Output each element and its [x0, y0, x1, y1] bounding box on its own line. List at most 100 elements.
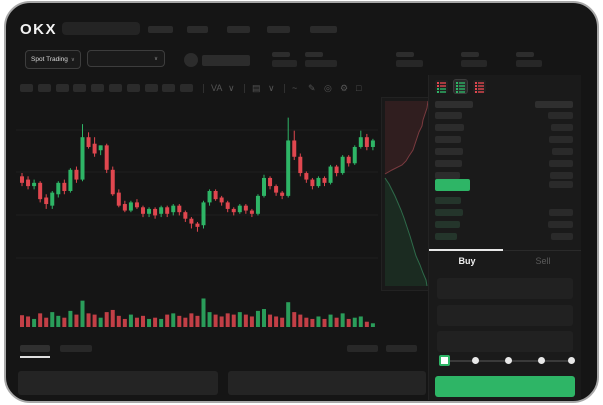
icon-line [459, 88, 465, 90]
buy-button[interactable] [435, 376, 575, 397]
chevron-down-icon[interactable]: ∨ [228, 83, 235, 93]
ask-price-4[interactable] [435, 160, 462, 167]
indicator-wave-icon[interactable]: ~ [292, 83, 298, 93]
bottom-action-1[interactable] [386, 345, 417, 352]
device-frame: OKX Spot Trading ∨ ∨ VA ∨ ▤ ∨ ~ ✎ ◎ ⚙ □ [4, 1, 599, 403]
okx-trading-app: OKX Spot Trading ∨ ∨ VA ∨ ▤ ∨ ~ ✎ ◎ ⚙ □ [6, 3, 597, 401]
interval-button-8[interactable] [162, 84, 176, 92]
interval-button-1[interactable] [37, 84, 51, 92]
icon-line [478, 88, 484, 90]
icon-dot [456, 85, 458, 87]
interval-button-3[interactable] [73, 84, 87, 92]
stat-label-4 [516, 52, 534, 57]
last-price-amount [549, 181, 573, 188]
icon-line [478, 82, 484, 84]
okx-logo: OKX [20, 21, 58, 38]
trade-panel: Buy Sell [428, 75, 581, 400]
icon-dot [456, 91, 458, 93]
bid-amount-3 [551, 233, 573, 240]
interval-button-2[interactable] [55, 84, 69, 92]
tab-sell[interactable]: Sell [535, 256, 551, 266]
interval-button-9[interactable] [180, 84, 194, 92]
draw-pencil-icon[interactable]: ✎ [308, 83, 316, 93]
ask-price-0[interactable] [435, 112, 462, 119]
fullscreen-icon[interactable]: □ [356, 83, 362, 93]
bottom-tab-indicator [20, 356, 50, 358]
stat-value-0 [272, 60, 297, 67]
candlestick-chart[interactable] [16, 105, 378, 290]
slider-stop-2[interactable] [505, 357, 512, 364]
stat-label-0 [272, 52, 290, 57]
divider [244, 84, 245, 93]
bid-price-3[interactable] [435, 233, 457, 240]
stat-label-1 [305, 52, 323, 57]
search-input[interactable] [62, 22, 140, 35]
total-input[interactable] [437, 331, 573, 352]
ask-amount-4 [549, 160, 573, 167]
orders-table-1 [228, 371, 426, 395]
icon-line [440, 91, 446, 93]
stat-label-2 [396, 52, 414, 57]
icon-dot [437, 88, 439, 90]
camera-icon[interactable]: ◎ [324, 83, 332, 93]
icon-dot [437, 85, 439, 87]
bottom-tab-1[interactable] [60, 345, 92, 352]
settings-gear-icon[interactable]: ⚙ [340, 83, 349, 93]
book-both-icon[interactable] [435, 80, 448, 93]
va-label: VA [211, 83, 223, 93]
last-price-bar[interactable] [435, 179, 470, 191]
ask-price-3[interactable] [435, 148, 463, 155]
depth-chart-panel [381, 97, 431, 291]
bid-price-1[interactable] [435, 209, 463, 216]
interval-button-4[interactable] [91, 84, 105, 92]
interval-button-5[interactable] [109, 84, 122, 92]
bid-amount-2 [548, 221, 573, 228]
bid-price-2[interactable] [435, 221, 460, 228]
book-asks-icon[interactable] [473, 80, 486, 93]
price-input[interactable] [437, 278, 573, 299]
ask-price-5[interactable] [435, 172, 460, 179]
ask-amount-3 [552, 148, 573, 155]
interval-button-7[interactable] [144, 84, 158, 92]
market-type-dropdown[interactable]: Spot Trading ∨ [25, 50, 81, 69]
nav-item-2[interactable] [227, 26, 250, 33]
bid-price-0[interactable] [435, 197, 461, 204]
nav-item-4[interactable] [310, 26, 337, 33]
ask-price-2[interactable] [435, 136, 461, 143]
amount-input[interactable] [437, 305, 573, 326]
chevron-down-icon[interactable]: ∨ [268, 83, 275, 93]
pair-selector-dropdown[interactable]: ∨ [87, 50, 165, 67]
nav-item-1[interactable] [187, 26, 208, 33]
divider [203, 84, 204, 93]
volume-bars [20, 298, 375, 327]
pair-name-placeholder [202, 55, 250, 66]
icon-line [440, 82, 446, 84]
stat-value-4 [516, 60, 542, 67]
tab-buy[interactable]: Buy [458, 256, 476, 266]
orders-table-0 [18, 371, 218, 395]
ask-amount-1 [551, 124, 573, 131]
slider-stop-4[interactable] [568, 357, 575, 364]
stat-value-1 [305, 60, 337, 67]
bottom-action-0[interactable] [347, 345, 378, 352]
slider-stop-1[interactable] [472, 357, 479, 364]
divider [284, 84, 285, 93]
nav-item-0[interactable] [148, 26, 173, 33]
market-type-label: Spot Trading [31, 56, 68, 63]
bottom-tab-0[interactable] [20, 345, 50, 352]
stat-label-3 [461, 52, 479, 57]
stat-value-3 [461, 60, 487, 67]
ob-header-amount [535, 101, 573, 108]
chevron-down-icon: ∨ [70, 56, 75, 63]
slider-stop-3[interactable] [538, 357, 545, 364]
slider-stop-0[interactable] [439, 355, 450, 366]
icon-line [459, 85, 465, 87]
book-bids-icon[interactable] [453, 79, 468, 94]
active-tab-indicator [429, 249, 503, 251]
icon-dot [437, 91, 439, 93]
chart-type-icon[interactable]: ▤ [252, 83, 261, 93]
nav-item-3[interactable] [267, 26, 290, 33]
interval-button-6[interactable] [126, 84, 140, 92]
ask-price-1[interactable] [435, 124, 464, 131]
interval-button-0[interactable] [20, 84, 33, 92]
